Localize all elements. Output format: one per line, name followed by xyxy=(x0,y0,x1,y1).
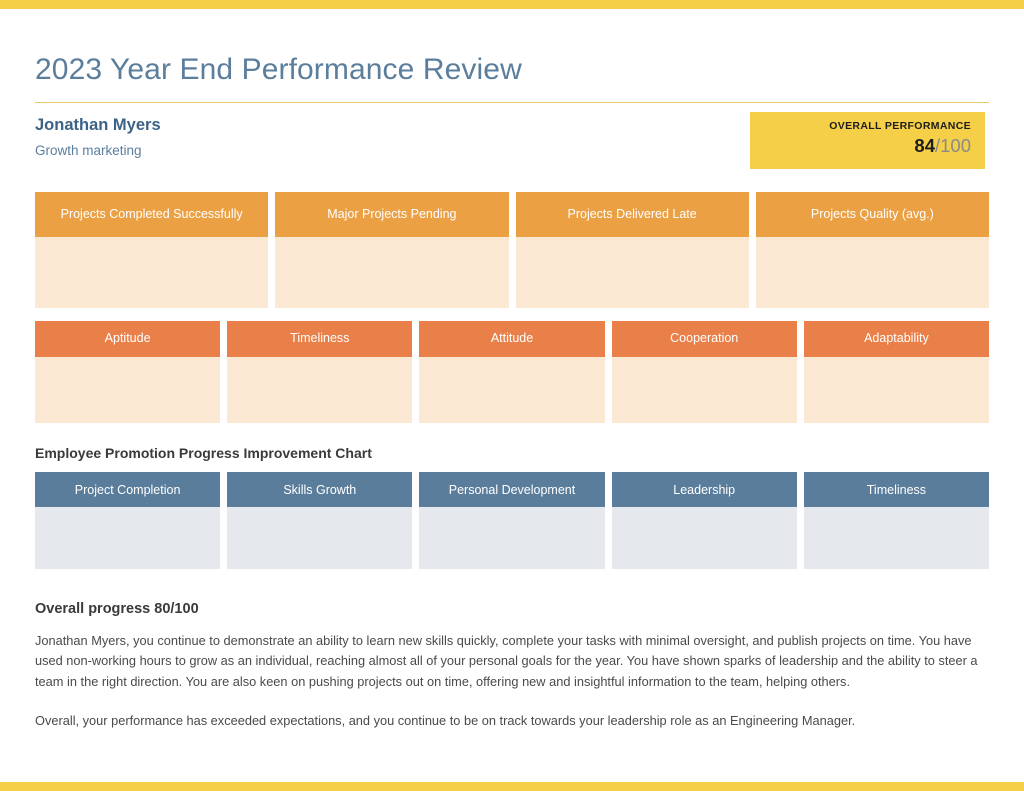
metric-card-label: Adaptability xyxy=(803,320,990,357)
metric-card-value[interactable] xyxy=(611,507,797,570)
metric-card-value[interactable] xyxy=(755,236,989,308)
metric-card-label: Major Projects Pending xyxy=(275,191,509,237)
metric-card-value[interactable] xyxy=(419,356,605,423)
summary-paragraph: Overall, your performance has exceeded e… xyxy=(35,712,856,728)
metric-card-label: Personal Development xyxy=(419,472,605,508)
metric-card-value[interactable] xyxy=(611,356,797,423)
metric-card-label: Projects Completed Successfully xyxy=(35,191,269,237)
metric-card-value[interactable] xyxy=(227,356,413,423)
metric-card-label: Timeliness xyxy=(803,472,990,508)
top-accent-bar xyxy=(0,0,1024,9)
metric-card: Personal Development xyxy=(419,472,605,570)
metric-card-value[interactable] xyxy=(35,507,221,570)
metric-card-label: Timeliness xyxy=(227,320,413,357)
metric-card-label: Project Completion xyxy=(35,472,221,508)
overall-performance-badge: OVERALL PERFORMANCE 84/100 xyxy=(750,111,985,169)
metric-card: Skills Growth xyxy=(227,472,413,570)
metric-card-value[interactable] xyxy=(515,236,749,308)
metric-card: Adaptability xyxy=(803,320,990,423)
summary-paragraph: Jonathan Myers, you continue to demonstr… xyxy=(35,632,978,690)
page-title: 2023 Year End Performance Review xyxy=(35,53,522,86)
title-divider xyxy=(35,101,989,103)
metric-card-label: Aptitude xyxy=(35,320,221,357)
metric-card: Aptitude xyxy=(35,320,221,423)
overall-performance-score: 84 xyxy=(914,135,935,157)
metric-card: Project Completion xyxy=(35,472,221,570)
metric-card: Projects Delivered Late xyxy=(515,191,749,308)
metric-card: Major Projects Pending xyxy=(275,191,509,308)
promotion-metrics-row: Project Completion Skills Growth Persona… xyxy=(35,472,990,570)
metric-card: Projects Quality (avg.) xyxy=(755,191,989,308)
employee-name: Jonathan Myers xyxy=(35,115,161,134)
metric-card: Timeliness xyxy=(227,320,413,423)
metric-card: Leadership xyxy=(611,472,797,570)
metric-card: Attitude xyxy=(419,320,605,423)
promotion-section-heading: Employee Promotion Progress Improvement … xyxy=(35,444,372,461)
metric-card-value[interactable] xyxy=(803,356,990,423)
metric-card-label: Projects Quality (avg.) xyxy=(755,191,989,237)
metric-card: Timeliness xyxy=(803,472,990,570)
metric-card-value[interactable] xyxy=(419,507,605,570)
metric-card-value[interactable] xyxy=(35,236,269,308)
summary-section: Overall progress 80/100 Jonathan Myers, … xyxy=(35,601,987,731)
overall-performance-label: OVERALL PERFORMANCE xyxy=(829,119,971,132)
metric-card-value[interactable] xyxy=(275,236,509,308)
summary-heading: Overall progress 80/100 xyxy=(35,601,199,618)
traits-metrics-row: Aptitude Timeliness Attitude Cooperation… xyxy=(35,320,990,423)
overall-performance-denominator: /100 xyxy=(934,135,971,157)
metric-card-label: Cooperation xyxy=(611,320,797,357)
bottom-accent-bar xyxy=(0,782,1024,791)
projects-metrics-row: Projects Completed Successfully Major Pr… xyxy=(35,191,989,308)
employee-role: Growth marketing xyxy=(35,143,142,159)
page-content: 2023 Year End Performance Review Jonatha… xyxy=(35,9,990,732)
employee-identity-row: Jonathan Myers Growth marketing OVERALL … xyxy=(35,111,989,178)
metric-card-label: Projects Delivered Late xyxy=(515,191,749,237)
metric-card: Cooperation xyxy=(611,320,797,423)
metric-card-value[interactable] xyxy=(803,507,990,570)
metric-card-value[interactable] xyxy=(227,507,413,570)
metric-card-label: Skills Growth xyxy=(227,472,413,508)
metric-card-label: Attitude xyxy=(419,320,605,357)
metric-card: Projects Completed Successfully xyxy=(35,191,269,308)
overall-performance-value: 84/100 xyxy=(750,136,971,157)
metric-card-value[interactable] xyxy=(35,356,221,423)
metric-card-label: Leadership xyxy=(611,472,797,508)
